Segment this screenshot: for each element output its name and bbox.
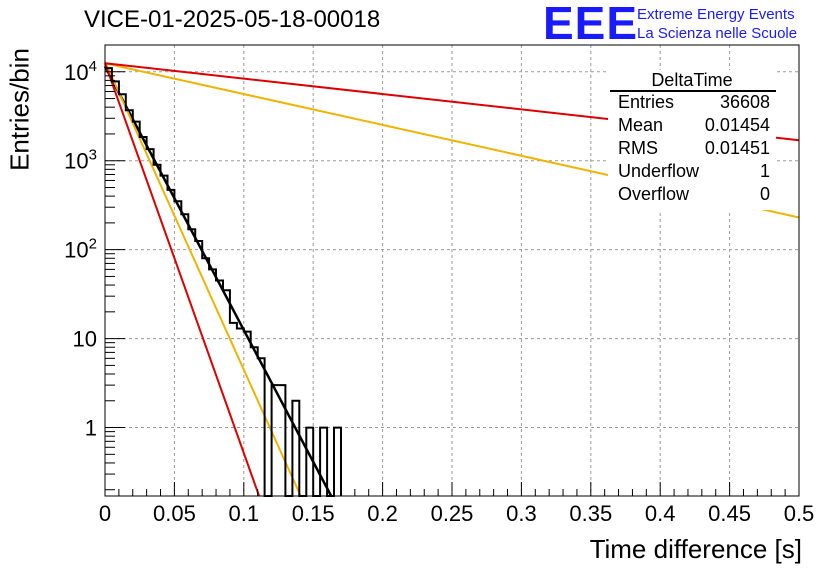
stats-row-rms: RMS 0.01451 — [618, 138, 770, 160]
logo-line-1: Extreme Energy Events — [637, 6, 795, 23]
stats-divider — [610, 90, 776, 92]
stats-row-overflow: Overflow 0 — [618, 184, 770, 206]
stats-row-mean: Mean 0.01454 — [618, 115, 770, 137]
stats-label: Underflow — [618, 161, 700, 181]
y-tick-label: 102 — [64, 236, 97, 263]
stats-box: DeltaTime Entries 36608 Mean 0.01454 RMS… — [608, 70, 776, 210]
y-tick-label: 10 — [73, 327, 97, 352]
x-tick-label: 0.5 — [784, 501, 815, 526]
stats-value: 0 — [759, 184, 770, 204]
fit-curve — [104, 61, 302, 497]
stats-value: 1 — [759, 161, 770, 181]
stats-title: DeltaTime — [651, 70, 733, 90]
stats-value: 36608 — [719, 92, 770, 112]
stats-label: Overflow — [618, 184, 690, 204]
y-axis-label: Entries/bin — [4, 48, 35, 171]
stats-value: 0.01451 — [704, 138, 770, 158]
stats-label: Mean — [618, 115, 664, 135]
x-tick-label: 0.2 — [367, 501, 398, 526]
x-tick-label: 0.35 — [569, 501, 612, 526]
stats-value: 0.01454 — [704, 115, 770, 135]
histogram-bars — [105, 67, 342, 497]
plot-title: VICE-01-2025-05-18-00018 — [84, 6, 381, 33]
stats-label: RMS — [618, 138, 658, 158]
stats-row-entries: Entries 36608 — [618, 92, 770, 114]
logo-line-2: La Scienza nelle Scuole — [637, 25, 798, 42]
y-tick-label: 104 — [64, 58, 97, 85]
y-tick-label: 103 — [64, 147, 97, 174]
x-tick-label: 0.3 — [506, 501, 537, 526]
histogram-outline — [105, 67, 342, 497]
x-tick-label: 0.15 — [292, 501, 335, 526]
x-tick-label: 0.45 — [708, 501, 751, 526]
x-tick-label: 0.1 — [229, 501, 260, 526]
y-tick-label: 1 — [85, 416, 97, 441]
x-axis-label: Time difference [s] — [589, 534, 802, 564]
x-tick-label: 0.25 — [431, 501, 474, 526]
fit-curve — [104, 62, 261, 497]
x-tick-label: 0.4 — [645, 501, 676, 526]
x-tick-label: 0 — [99, 501, 111, 526]
stats-label: Entries — [618, 92, 675, 112]
logo-mark: EEE — [543, 0, 639, 49]
stats-row-underflow: Underflow 1 — [618, 161, 770, 183]
eee-logo: EEE Extreme Energy Events La Scienza nel… — [543, 0, 833, 49]
tick-labels: 0 0.05 0.1 0.15 0.2 0.25 0.3 0.35 0.4 0.45 0.5 104 1… — [64, 58, 814, 526]
axis-ticks — [104, 44, 800, 496]
x-tick-label: 0.05 — [153, 501, 196, 526]
